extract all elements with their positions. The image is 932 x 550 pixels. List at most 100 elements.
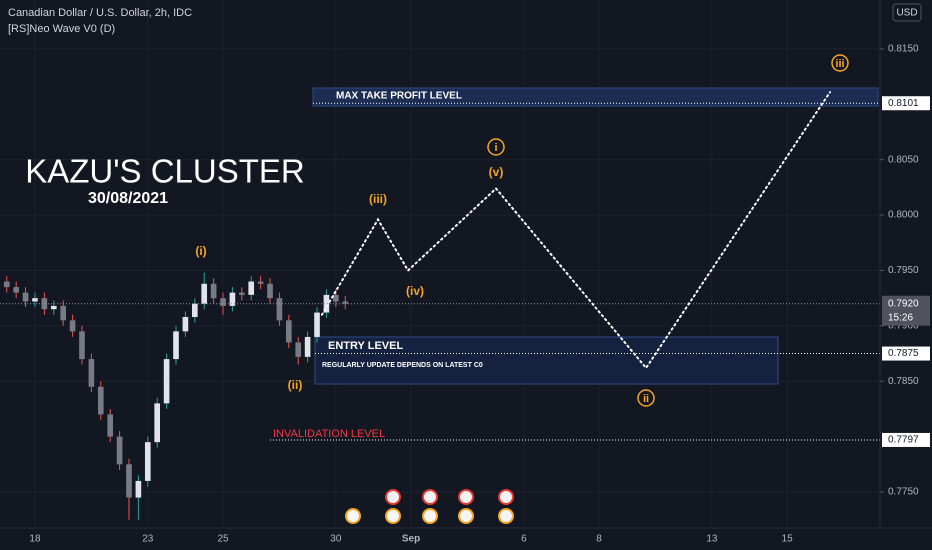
level-price-box bbox=[882, 346, 930, 361]
x-tick-label: 13 bbox=[706, 534, 718, 545]
countdown: 15:26 bbox=[888, 312, 913, 323]
candle-body bbox=[267, 283, 273, 299]
candle-body bbox=[342, 301, 349, 304]
x-tick-label: 30 bbox=[330, 534, 342, 545]
candle-body bbox=[107, 414, 114, 437]
x-tick-label: 18 bbox=[29, 534, 41, 545]
wave-label: (iii) bbox=[369, 192, 387, 206]
x-tick-label: 8 bbox=[596, 534, 602, 545]
currency: USD bbox=[896, 8, 917, 19]
wave-label: (iv) bbox=[406, 284, 424, 298]
level-price-box bbox=[882, 432, 930, 447]
level-note: REGULARLY UPDATE DEPENDS ON LATEST C0 bbox=[322, 362, 483, 369]
wave-circle bbox=[487, 138, 505, 156]
wave-projection bbox=[320, 91, 831, 370]
candle-body bbox=[173, 331, 179, 360]
candle-body bbox=[41, 298, 48, 310]
level-label: ENTRY LEVEL bbox=[328, 340, 403, 352]
candle-body bbox=[3, 281, 10, 288]
candle-body bbox=[32, 298, 38, 302]
candle-body bbox=[304, 336, 311, 357]
wave-label: iii bbox=[835, 58, 844, 70]
last-price-box bbox=[882, 295, 930, 326]
candle-body bbox=[13, 287, 19, 293]
wave-label: i bbox=[494, 142, 497, 154]
event-icon bbox=[498, 489, 514, 505]
event-icon bbox=[458, 489, 474, 505]
candle-body bbox=[97, 386, 104, 415]
candle-body bbox=[191, 303, 198, 317]
candle-body bbox=[60, 305, 66, 321]
x-tick-label: 25 bbox=[217, 534, 229, 545]
level-price: 0.8101 bbox=[888, 98, 919, 109]
event-icon bbox=[422, 508, 438, 524]
candle-body bbox=[154, 403, 161, 443]
candle-body bbox=[50, 305, 57, 310]
candle-body bbox=[69, 320, 76, 332]
candle-body bbox=[201, 283, 208, 304]
event-icon bbox=[385, 508, 401, 524]
candle-body bbox=[248, 281, 255, 295]
wave-label: (ii) bbox=[288, 378, 303, 392]
candle-body bbox=[79, 331, 85, 360]
axes bbox=[0, 0, 932, 529]
level-price: 0.7875 bbox=[888, 348, 919, 359]
event-icon bbox=[458, 508, 474, 524]
candle-body bbox=[314, 312, 320, 337]
event-icon bbox=[345, 508, 361, 524]
candle-body bbox=[286, 320, 292, 343]
y-tick-label: 0.8050 bbox=[888, 154, 919, 165]
candle-body bbox=[220, 298, 226, 306]
level-label: INVALIDATION LEVEL bbox=[273, 428, 385, 440]
wave-circle bbox=[831, 54, 849, 72]
candle-body bbox=[126, 464, 132, 498]
chart-title: Canadian Dollar / U.S. Dollar, 2h, IDC bbox=[8, 7, 192, 19]
level-label: MAX TAKE PROFIT LEVEL bbox=[336, 91, 462, 102]
candle-body bbox=[144, 442, 151, 481]
candle-body bbox=[88, 359, 95, 387]
candle-body bbox=[135, 480, 142, 498]
level-price: 0.7797 bbox=[888, 435, 919, 446]
candle-body bbox=[323, 294, 330, 313]
candle-body bbox=[333, 294, 339, 302]
indicator-name: [RS]Neo Wave V0 (D) bbox=[8, 23, 115, 35]
candle-body bbox=[163, 359, 170, 404]
wave-label: ii bbox=[643, 393, 649, 405]
candle-body bbox=[210, 283, 217, 299]
y-tick-label: 0.7850 bbox=[888, 376, 919, 387]
event-icon bbox=[422, 489, 438, 505]
currency-box bbox=[892, 3, 922, 22]
plot bbox=[0, 91, 880, 520]
y-tick-label: 0.7900 bbox=[888, 321, 919, 332]
candle-body bbox=[182, 316, 189, 332]
last-price-label: 0.7920 bbox=[888, 298, 919, 309]
candle-body bbox=[257, 281, 264, 284]
y-tick-label: 0.7950 bbox=[888, 265, 919, 276]
y-tick-label: 0.8000 bbox=[888, 210, 919, 221]
candle-body bbox=[229, 292, 236, 306]
x-tick-label: Sep bbox=[402, 534, 420, 545]
candle-body bbox=[295, 342, 302, 357]
take-profit-box bbox=[312, 87, 879, 107]
event-icon bbox=[385, 489, 401, 505]
annotation-date: 30/08/2021 bbox=[88, 190, 168, 207]
x-tick-label: 6 bbox=[521, 534, 527, 545]
event-icon bbox=[498, 508, 514, 524]
candle-body bbox=[22, 292, 29, 302]
level-price-box bbox=[882, 96, 930, 111]
y-tick-label: 0.8150 bbox=[888, 44, 919, 55]
wave-label: (i) bbox=[195, 244, 206, 258]
candle-body bbox=[116, 436, 123, 465]
x-tick-label: 15 bbox=[782, 534, 794, 545]
entry-box bbox=[314, 336, 779, 385]
wave-label: (v) bbox=[489, 165, 504, 179]
candle-body bbox=[238, 292, 245, 295]
wave-circle bbox=[637, 389, 655, 407]
annotation-title: KAZU'S CLUSTER bbox=[25, 153, 305, 190]
candle-body bbox=[276, 298, 283, 321]
event-icons bbox=[345, 489, 514, 524]
y-tick-label: 0.7750 bbox=[888, 487, 919, 498]
